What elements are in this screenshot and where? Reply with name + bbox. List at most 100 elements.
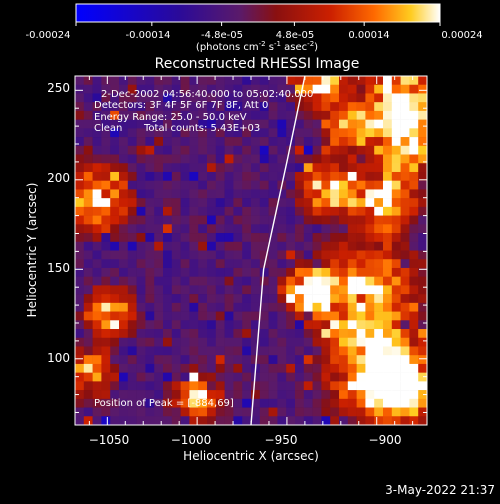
heatmap-cell (92, 110, 102, 120)
heatmap-cell (251, 407, 261, 417)
heatmap-cell (242, 128, 252, 138)
heatmap-cell (418, 398, 427, 408)
heatmap-cell (127, 259, 137, 269)
heatmap-cell (154, 346, 164, 356)
heatmap-cell (198, 76, 208, 86)
heatmap-cell (171, 267, 181, 277)
heatmap-cell (418, 355, 427, 365)
heatmap-cell (145, 215, 155, 225)
heatmap-cell (171, 224, 181, 234)
heatmap-cell (189, 241, 199, 251)
heatmap-cell (303, 154, 313, 164)
heatmap-cell (277, 163, 287, 173)
heatmap-cell (119, 407, 129, 417)
heatmap-cell (330, 276, 340, 286)
heatmap-cell (268, 302, 278, 312)
heatmap-cell (171, 320, 181, 330)
heatmap-cell (339, 137, 349, 147)
heatmap-cell (374, 302, 384, 312)
heatmap-cell (312, 180, 322, 190)
heatmap-cell (277, 372, 287, 382)
heatmap-cell (154, 302, 164, 312)
heatmap-cell (303, 110, 313, 120)
heatmap-cell (303, 241, 313, 251)
heatmap-cell (321, 163, 331, 173)
heatmap-cell (215, 267, 225, 277)
heatmap-cell (101, 137, 111, 147)
footer-timestamp: 3-May-2022 21:37 (385, 483, 495, 497)
heatmap-cell (295, 110, 305, 120)
heatmap-cell (374, 250, 384, 260)
heatmap-cell (391, 163, 401, 173)
heatmap-cell (92, 276, 102, 286)
heatmap-cell (163, 302, 173, 312)
heatmap-cell (391, 145, 401, 155)
heatmap-cell (127, 363, 137, 373)
heatmap-cell (207, 154, 217, 164)
heatmap-cell (383, 285, 393, 295)
heatmap-cell (312, 189, 322, 199)
heatmap-cell (198, 320, 208, 330)
heatmap-cell (312, 250, 322, 260)
heatmap-cell (145, 329, 155, 339)
heatmap-cell (347, 285, 357, 295)
heatmap-cell (259, 189, 269, 199)
heatmap-cell (154, 337, 164, 347)
heatmap-cell (92, 337, 102, 347)
heatmap-cell (347, 163, 357, 173)
heatmap-cell (136, 137, 146, 147)
heatmap-cell (163, 390, 173, 400)
heatmap-cell (418, 233, 427, 243)
heatmap-cell (171, 110, 181, 120)
heatmap-cell (339, 398, 349, 408)
heatmap-cell (312, 407, 322, 417)
heatmap-cell (383, 198, 393, 208)
heatmap-cell (251, 398, 261, 408)
heatmap-cell (83, 171, 93, 181)
heatmap-cell (242, 224, 252, 234)
heatmap-cell (180, 215, 190, 225)
heatmap-cell (259, 102, 269, 112)
heatmap-cell (295, 363, 305, 373)
heatmap-cell (189, 145, 199, 155)
heatmap-cell (198, 189, 208, 199)
heatmap-cell (233, 93, 243, 103)
heatmap-cell (295, 163, 305, 173)
heatmap-cell (383, 372, 393, 382)
heatmap-cell (189, 363, 199, 373)
heatmap-cell (163, 180, 173, 190)
heatmap-cell (198, 250, 208, 260)
heatmap-cell (180, 189, 190, 199)
heatmap-cell (356, 215, 366, 225)
heatmap-cell (215, 119, 225, 129)
heatmap-cell (163, 372, 173, 382)
heatmap-cell (224, 180, 234, 190)
heatmap-cell (321, 233, 331, 243)
heatmap-cell (189, 163, 199, 173)
x-tick-label: −900 (369, 433, 402, 447)
heatmap-cell (295, 241, 305, 251)
heatmap-cell (277, 206, 287, 216)
heatmap-cell (189, 119, 199, 129)
heatmap-cell (119, 381, 129, 391)
heatmap-cell (268, 329, 278, 339)
heatmap-cell (224, 137, 234, 147)
heatmap-cell (242, 311, 252, 321)
heatmap-cell (180, 171, 190, 181)
heatmap-cell (374, 320, 384, 330)
heatmap-cell (224, 398, 234, 408)
heatmap-cell (83, 329, 93, 339)
heatmap-cell (163, 198, 173, 208)
heatmap-cell (356, 189, 366, 199)
heatmap-cell (303, 119, 313, 129)
heatmap-cell (127, 320, 137, 330)
heatmap-cell (242, 381, 252, 391)
heatmap-cell (383, 206, 393, 216)
heatmap-cell (400, 390, 410, 400)
heatmap-cell (75, 381, 85, 391)
heatmap-cell (215, 302, 225, 312)
heatmap-cell (312, 102, 322, 112)
heatmap-cell (242, 154, 252, 164)
heatmap-cell (215, 398, 225, 408)
heatmap-cell (224, 189, 234, 199)
